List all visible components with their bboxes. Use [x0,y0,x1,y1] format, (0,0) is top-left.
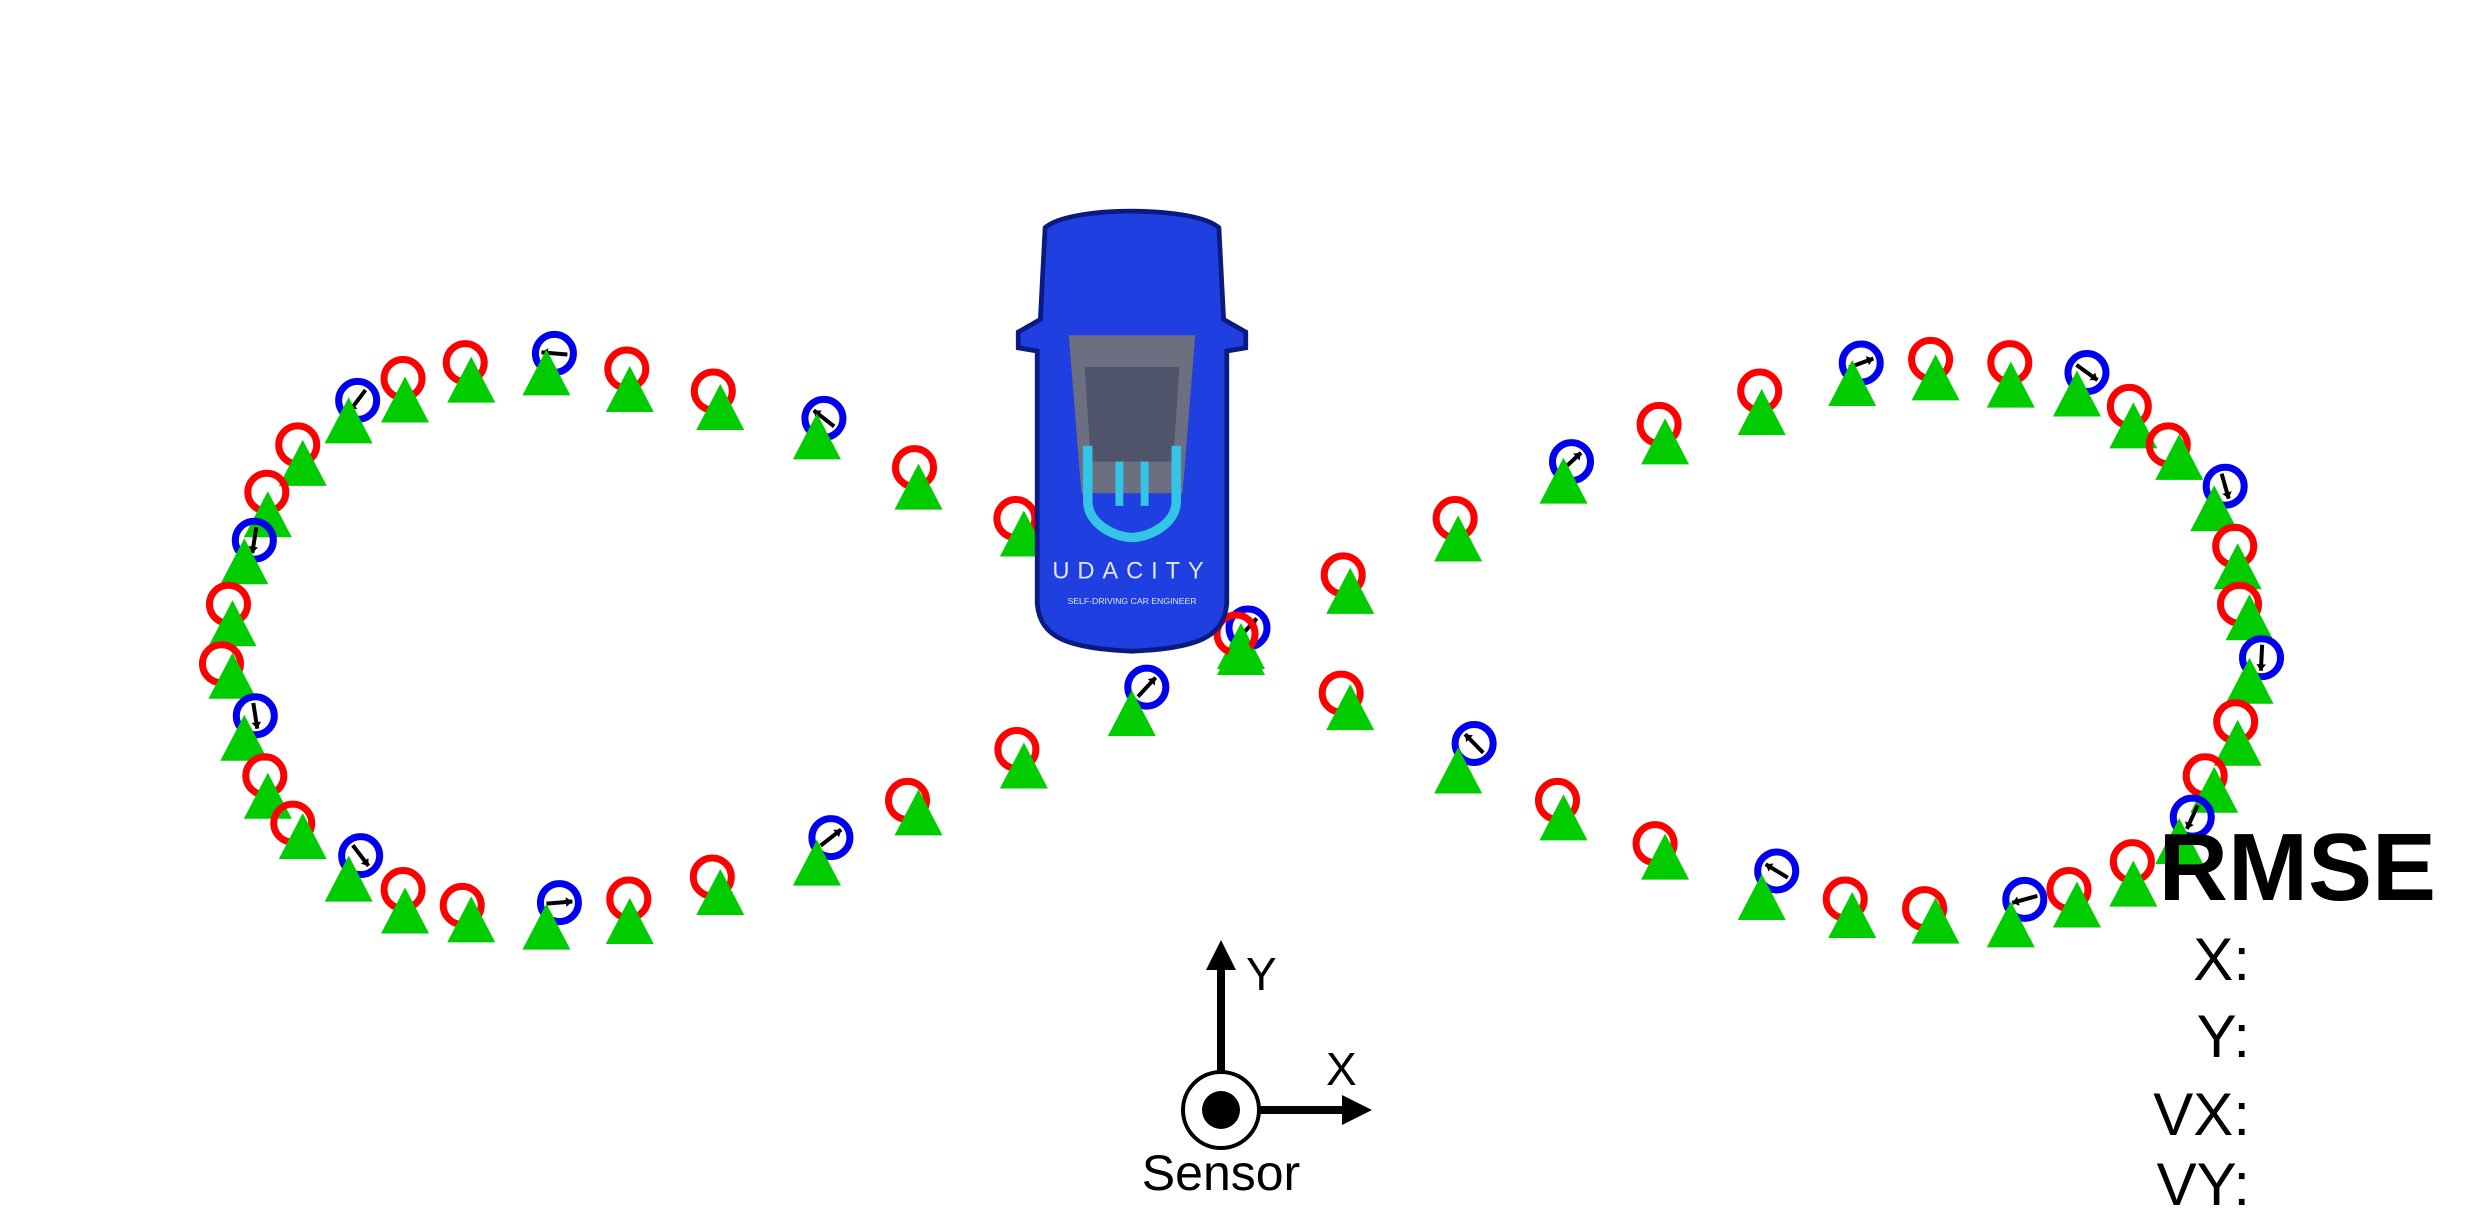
estimate-marker [447,356,496,403]
estimate-marker [381,887,430,934]
radar-marker [1451,720,1497,766]
estimate-marker [243,491,292,538]
sensor-label: Sensor [1142,1145,1300,1201]
radar-arrowhead-icon [2222,491,2232,499]
estimate-marker [2155,818,2204,865]
radar-arrowhead-icon [2185,821,2194,829]
radar-arrowhead-icon [251,721,262,729]
estimate-marker [1986,361,2035,408]
estimate-marker [1911,897,1960,944]
estimate-marker [1539,794,1588,841]
radar-marker [232,693,278,739]
y-arrow-icon [1206,940,1236,970]
estimate-marker [2052,881,2101,928]
radar-arrowhead-icon [1865,356,1874,366]
radar-arrowhead-icon [360,857,369,866]
rmse-vx-label: VX: [2153,1081,2250,1148]
estimate-marker [1326,684,1375,731]
estimate-marker [2190,485,2239,532]
estimate-marker [2225,657,2274,704]
rmse-panel: RMSE X: Y: VX: VY: [2153,814,2436,1218]
rmse-vy-label: VY: [2157,1151,2250,1218]
radar-marker [1754,848,1800,894]
radar-arrowhead-icon [833,829,842,838]
estimate-marker [894,789,943,836]
estimate-marker [1737,389,1786,436]
radar-marker [338,833,384,879]
estimate-marker [324,397,373,444]
estimate-marker [324,855,373,902]
radar-arrowhead-icon [1573,452,1582,461]
radar-marker [2169,794,2215,840]
estimate-marker [381,376,430,423]
estimate-marker [447,896,496,943]
estimate-marker [792,839,841,886]
estimate-marker [1911,354,1960,401]
x-axis-label: X [1326,1043,1357,1095]
rmse-title: RMSE [2159,814,2436,921]
estimate-marker [1828,360,1877,407]
estimate-marker [522,903,571,950]
estimate-marker [2155,433,2204,480]
radar-arrowhead-icon [2089,372,2098,381]
estimate-marker [1737,873,1786,920]
estimate-marker [1641,418,1690,465]
estimate-marker [278,813,327,860]
estimate-marker [1434,515,1483,562]
estimate-marker [1434,747,1483,794]
sensor-origin: Y X Sensor [1142,940,1372,1201]
estimate-marker [1217,629,1265,675]
radar-arrowhead-icon [1465,734,1473,743]
estimate-marker [2213,719,2262,766]
radar-arrowhead-icon [248,545,259,554]
estimate-marker [2225,594,2274,641]
marker-layer [198,330,2285,950]
radar-marker [2202,463,2248,509]
car-brand-text: UDACITY [1052,559,1211,585]
x-arrow-icon [1342,1095,1372,1125]
estimate-marker [605,897,654,944]
estimate-marker [2109,860,2158,907]
car-subtitle-text: SELF-DRIVING CAR ENGINEER [1067,596,1196,606]
estimate-marker [792,413,841,460]
estimate-marker [1539,457,1588,504]
estimate-marker [2052,370,2101,417]
estimate-marker [1107,690,1156,737]
estimate-marker [696,384,745,431]
radar-marker [808,815,854,861]
rmse-x-label: X: [2193,926,2250,993]
estimate-marker [278,439,327,486]
estimate-marker [208,652,257,699]
estimate-marker [220,538,269,585]
estimate-marker [1986,901,2035,948]
radar-arrowhead-icon [2012,896,2020,906]
radar-marker [2239,635,2285,681]
radar-arrowhead-icon [2256,664,2266,671]
estimate-marker [894,463,943,510]
estimate-marker [2109,402,2158,449]
estimate-marker [696,868,745,915]
y-axis-label: Y [1246,948,1277,1000]
radar-arrowhead-icon [1765,863,1774,872]
radar-arrowhead-icon [1147,677,1156,686]
estimate-marker [220,714,269,761]
udacity-logo-icon [1083,445,1181,543]
estimate-marker [1641,833,1690,880]
estimate-marker [605,366,654,413]
estimate-marker [1828,891,1877,938]
estimate-marker [999,742,1048,789]
rmse-y-label: Y: [2197,1003,2250,1070]
estimate-marker [2213,543,2262,590]
estimate-marker [208,600,257,647]
radar-marker [1124,664,1170,710]
car: UDACITY SELF-DRIVING CAR ENGINEER [1015,208,1249,654]
estimate-marker [1326,567,1375,614]
radar-arrowhead-icon [565,897,573,907]
estimate-marker [522,349,571,396]
radar-marker [536,880,582,926]
radar-marker [2002,876,2048,922]
